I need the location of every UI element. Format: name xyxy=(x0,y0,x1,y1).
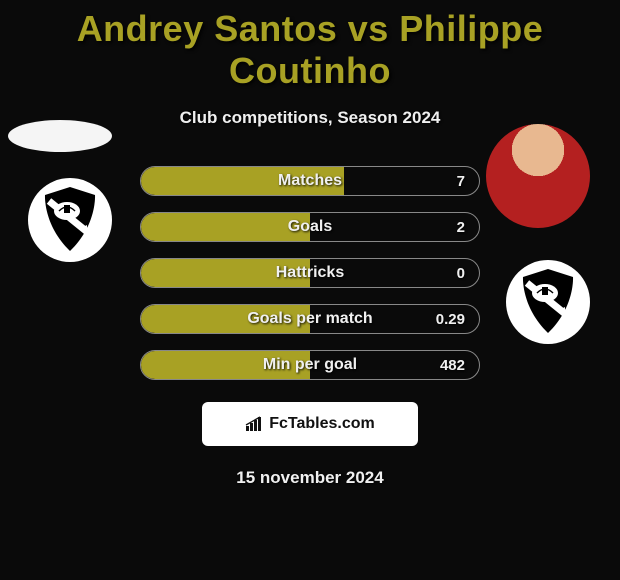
player-right-photo-inner xyxy=(486,124,590,228)
stat-value: 0 xyxy=(457,259,465,287)
stat-label: Min per goal xyxy=(141,351,479,379)
stat-value: 0.29 xyxy=(436,305,465,333)
stat-label: Goals xyxy=(141,213,479,241)
comparison-card: Andrey Santos vs Philippe Coutinho Club … xyxy=(0,0,620,580)
stat-label: Matches xyxy=(141,167,479,195)
stat-row: Hattricks 0 xyxy=(140,258,480,288)
stat-row: Matches 7 xyxy=(140,166,480,196)
chart-icon xyxy=(245,416,265,432)
page-title: Andrey Santos vs Philippe Coutinho xyxy=(0,0,620,92)
club-shield-icon xyxy=(39,185,101,255)
stat-row: Min per goal 482 xyxy=(140,350,480,380)
club-badge-left xyxy=(28,178,112,262)
player-left-photo xyxy=(8,120,112,152)
club-shield-icon xyxy=(517,267,579,337)
stat-label: Goals per match xyxy=(141,305,479,333)
brand-box: FcTables.com xyxy=(202,402,418,446)
stat-row: Goals per match 0.29 xyxy=(140,304,480,334)
stat-value: 7 xyxy=(457,167,465,195)
brand-text: FcTables.com xyxy=(269,415,375,433)
club-badge-right xyxy=(506,260,590,344)
stat-value: 2 xyxy=(457,213,465,241)
stat-row: Goals 2 xyxy=(140,212,480,242)
date-text: 15 november 2024 xyxy=(0,468,620,488)
stat-label: Hattricks xyxy=(141,259,479,287)
player-right-photo xyxy=(486,124,590,228)
stat-value: 482 xyxy=(440,351,465,379)
